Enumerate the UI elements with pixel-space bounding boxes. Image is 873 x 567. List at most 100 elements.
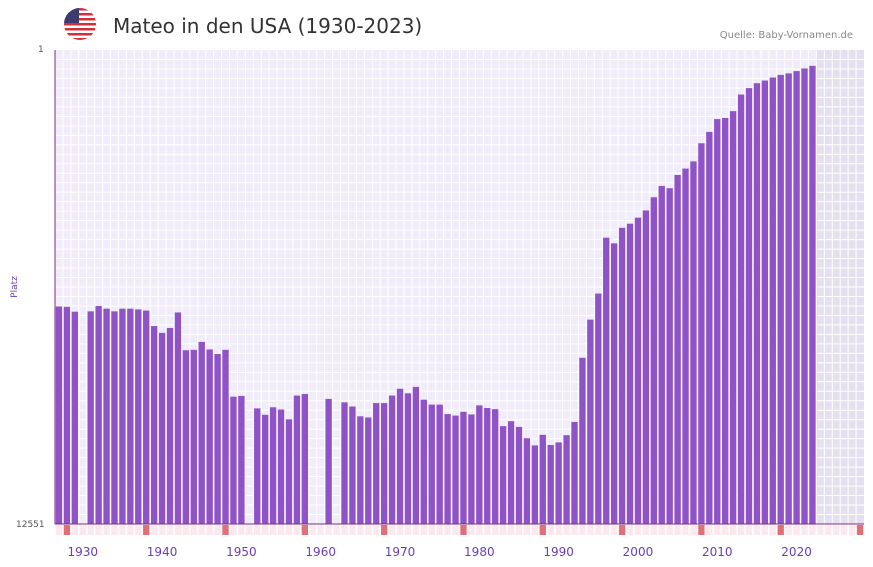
bar-2009	[706, 131, 713, 525]
year-marker	[833, 525, 840, 535]
year-marker	[373, 525, 380, 535]
year-marker	[682, 525, 689, 535]
bar-1958	[301, 394, 309, 524]
year-marker	[547, 525, 554, 535]
decade-marker	[460, 525, 467, 535]
bar-1990	[555, 442, 562, 524]
bar-1957	[293, 395, 301, 524]
bar-1936	[127, 308, 134, 524]
bar-1967	[373, 403, 380, 524]
bar-1947	[214, 354, 221, 524]
year-marker	[785, 525, 792, 535]
year-marker	[238, 525, 245, 535]
bar-1964	[349, 406, 356, 524]
year-marker	[119, 525, 126, 535]
bar-2015	[753, 83, 761, 524]
year-marker	[444, 525, 451, 535]
year-marker	[309, 525, 316, 535]
bar-1931	[87, 311, 94, 524]
year-marker	[404, 525, 412, 535]
bar-1955	[277, 409, 285, 524]
x-tick-label-1950: 1950	[226, 545, 257, 559]
bar-1987	[531, 445, 539, 524]
bar-1928	[63, 306, 71, 524]
bar-1994	[587, 319, 594, 524]
year-marker	[595, 525, 602, 535]
bar-1952	[254, 408, 261, 524]
bar-2005	[674, 174, 681, 525]
year-marker	[729, 525, 737, 535]
year-marker	[71, 525, 78, 535]
year-marker	[396, 525, 404, 535]
bar-1993	[579, 357, 586, 524]
year-marker	[150, 525, 158, 535]
year-marker	[135, 525, 142, 535]
bar-2012	[729, 111, 737, 524]
year-marker	[333, 525, 340, 535]
year-marker	[603, 525, 610, 535]
bar-1950	[238, 395, 245, 524]
bar-1985	[515, 426, 523, 524]
x-tick-label-1980: 1980	[464, 545, 495, 559]
bar-2021	[801, 68, 808, 525]
decade-marker	[222, 525, 229, 535]
bar-2011	[722, 117, 729, 525]
x-tick-label-1930: 1930	[67, 545, 98, 559]
year-marker	[111, 525, 118, 535]
bar-1956	[285, 419, 293, 524]
x-tick-label-1990: 1990	[543, 545, 574, 559]
bar-1937	[135, 309, 142, 524]
year-marker	[428, 525, 435, 535]
bar-2022	[809, 65, 816, 524]
bar-2018	[777, 74, 784, 525]
decade-marker	[618, 525, 626, 535]
year-marker	[127, 525, 134, 535]
year-marker	[841, 525, 848, 535]
decade-marker	[63, 525, 71, 535]
year-marker	[571, 525, 578, 535]
bar-1941	[166, 327, 174, 524]
year-marker	[610, 525, 618, 535]
x-tick-label-2020: 2020	[781, 545, 812, 559]
bar-1943	[182, 350, 190, 524]
bar-1980	[476, 405, 483, 524]
bar-1983	[499, 426, 507, 524]
year-marker	[55, 525, 63, 535]
bar-1970	[396, 388, 404, 524]
bar-1965	[357, 416, 364, 524]
bar-1991	[563, 435, 570, 524]
bar-1992	[571, 421, 578, 524]
year-marker	[206, 525, 213, 535]
bar-1975	[436, 404, 443, 524]
year-marker	[690, 525, 697, 535]
bar-1961	[325, 398, 332, 524]
year-marker	[523, 525, 531, 535]
y-tick-bottom: 12551	[16, 520, 45, 530]
bar-1929	[71, 311, 78, 524]
year-marker	[769, 525, 776, 535]
x-tick-label-2010: 2010	[702, 545, 733, 559]
usa-flag-icon	[64, 8, 96, 40]
year-marker	[269, 525, 277, 535]
bar-1949	[230, 396, 237, 524]
year-marker	[666, 525, 673, 535]
bar-2020	[793, 71, 800, 525]
year-marker	[563, 525, 570, 535]
year-marker	[492, 525, 499, 535]
bar-2008	[698, 143, 705, 525]
chart-title: Mateo in den USA (1930-2023)	[113, 14, 423, 38]
bar-1988	[539, 434, 546, 524]
bar-1981	[484, 408, 491, 524]
bar-1982	[492, 409, 499, 524]
year-marker	[285, 525, 293, 535]
year-marker	[182, 525, 190, 535]
year-marker	[626, 525, 634, 535]
bar-1953	[262, 414, 269, 524]
decade-marker	[539, 525, 546, 535]
year-marker	[761, 525, 769, 535]
year-marker	[158, 525, 166, 535]
year-marker	[262, 525, 269, 535]
bar-2001	[642, 210, 650, 524]
bar-1969	[388, 395, 396, 524]
